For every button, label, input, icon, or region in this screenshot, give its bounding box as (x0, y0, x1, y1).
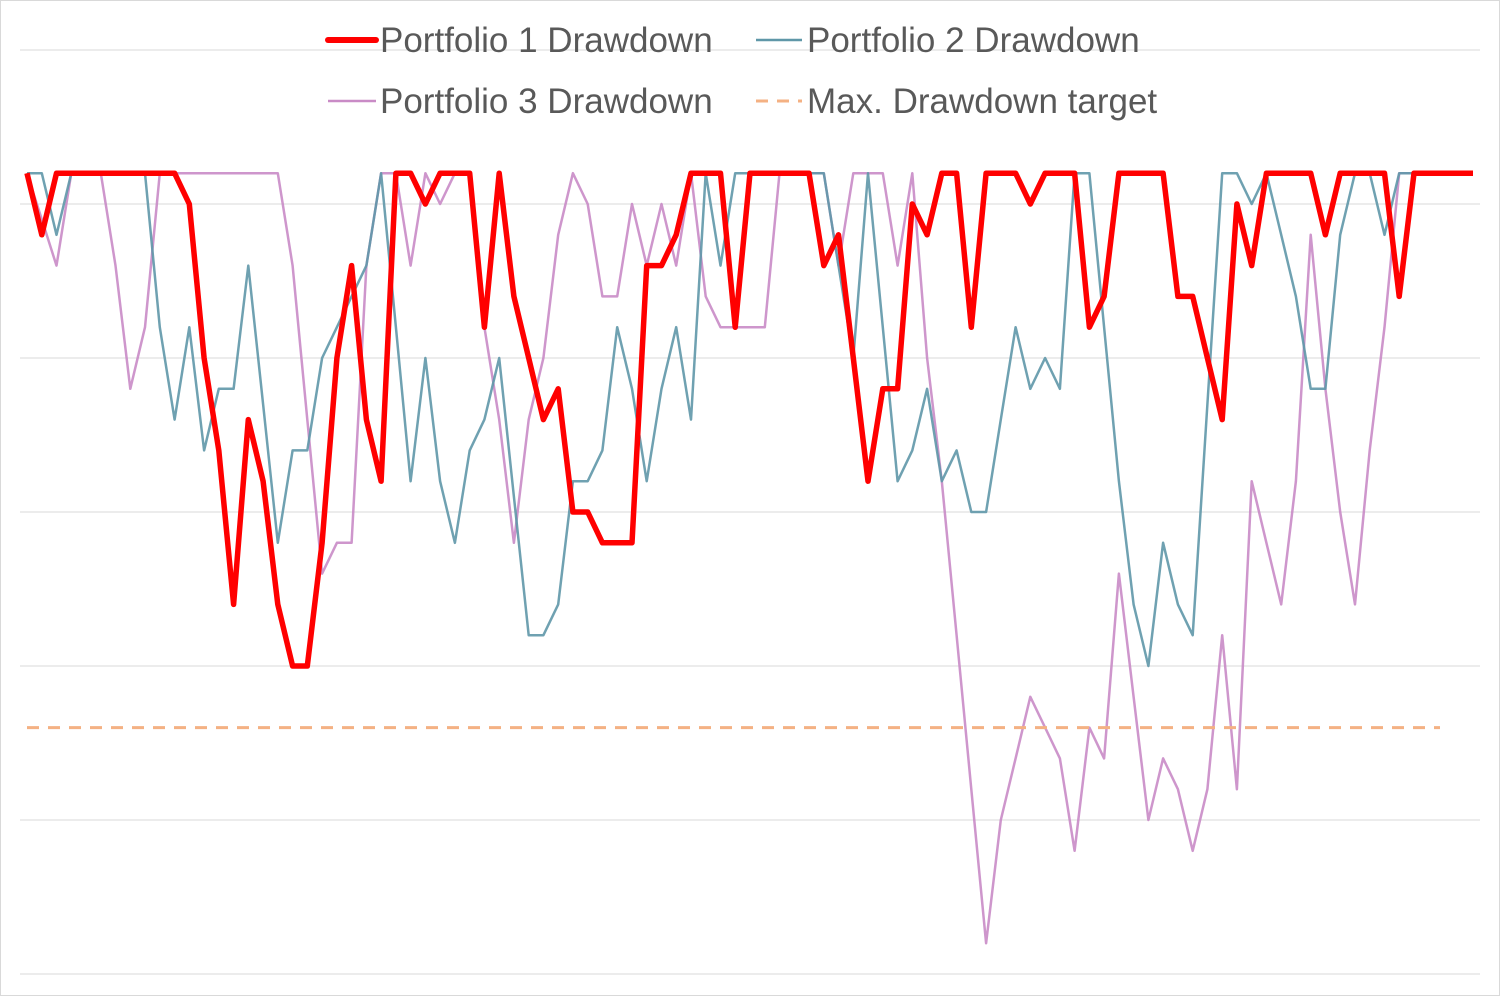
legend-item-drawdown-target: Max. Drawdown target (756, 82, 1157, 121)
series-lines (24, 170, 1473, 945)
legend-item-portfolio-1: Portfolio 1 Drawdown (325, 21, 713, 60)
legend-item-portfolio-3: Portfolio 3 Drawdown (328, 82, 713, 121)
legend-label-portfolio-1: Portfolio 1 Drawdown (380, 21, 713, 60)
legend: Portfolio 1 Drawdown Portfolio 2 Drawdow… (325, 21, 1157, 121)
legend-label-drawdown-target: Max. Drawdown target (807, 82, 1157, 121)
legend-item-portfolio-2: Portfolio 2 Drawdown (756, 21, 1140, 60)
series-line-portfolio-3-drawdown (25, 171, 1473, 945)
series-line-portfolio-1-drawdown (24, 170, 1473, 669)
legend-label-portfolio-2: Portfolio 2 Drawdown (807, 21, 1140, 60)
legend-label-portfolio-3: Portfolio 3 Drawdown (380, 82, 713, 121)
